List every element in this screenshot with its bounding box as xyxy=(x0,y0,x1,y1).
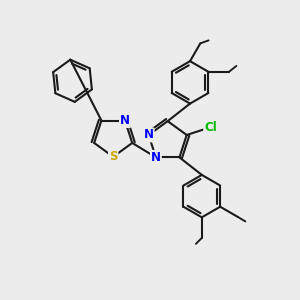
Text: N: N xyxy=(144,128,154,142)
Text: N: N xyxy=(120,114,130,127)
Text: N: N xyxy=(151,151,161,164)
Text: S: S xyxy=(109,150,117,163)
Text: Cl: Cl xyxy=(204,121,217,134)
